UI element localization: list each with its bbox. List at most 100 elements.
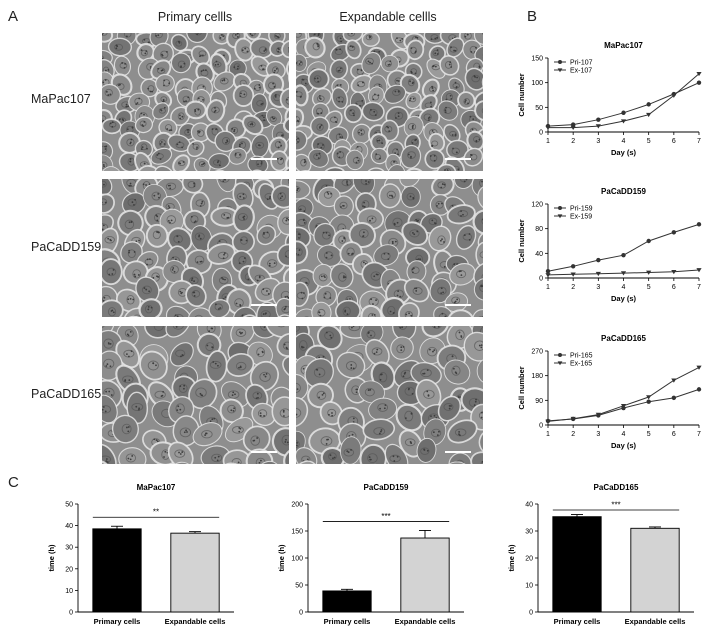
nucleolus [399,295,402,298]
cell [102,179,113,196]
nucleolus [257,396,259,399]
cell [334,299,361,317]
nucleolus [238,426,241,429]
nucleolus [260,161,263,163]
data-point [671,270,677,275]
y-tick-label: 80 [535,226,543,233]
data-point [570,264,576,269]
data-point [646,102,651,107]
micrograph-pacadd165-primary [102,326,289,464]
nucleolus [284,305,287,308]
nucleolus [263,233,265,235]
nucleolus [427,119,430,122]
nucleolus [377,94,380,97]
cell-nucleus [219,179,230,183]
cell-nucleus [211,106,220,114]
nucleolus [157,67,160,70]
nucleolus [180,355,182,358]
nucleolus [262,313,265,315]
nucleolus [253,87,256,90]
nucleolus [140,49,143,52]
nucleolus [370,108,372,111]
chart-title: PaCaDD165 [594,483,639,492]
cell-nucleus [231,458,242,464]
nucleolus [410,314,413,317]
cell-nucleus [239,236,249,245]
cell-nucleus [272,66,279,74]
nucleolus [415,287,418,290]
data-point [621,252,626,258]
nucleolus [444,315,447,317]
line-chart-pacadd165: PaCaDD165 0 90 180 270 1 2 3 4 5 6 7 Day (s) Cell num… [517,334,702,450]
cell [216,179,236,193]
nucleolus [123,66,126,69]
cell [102,193,115,214]
nucleolus [109,93,112,96]
nucleolus [167,205,170,207]
nucleolus [325,331,328,334]
cell-nucleus [328,452,337,461]
nucleolus [369,458,372,461]
cell-nucleus [298,340,308,351]
data-point [671,93,677,98]
cell-nucleus [235,361,247,371]
nucleolus [127,457,130,460]
cell-nucleus [192,143,200,150]
micrograph-mapac107-primary [102,33,289,171]
nucleolus [389,60,392,63]
nucleolus [152,362,155,365]
nucleolus [260,64,263,67]
nucleolus [356,145,359,148]
nucleolus [201,200,204,203]
nucleolus [260,162,263,165]
nucleolus [245,239,248,242]
cell [304,358,334,388]
cell-nucleus [197,129,205,137]
nucleolus [296,388,299,391]
line-chart-mapac107: MaPac107 0 50 100 150 1 2 3 4 5 6 7 Day (s) Cell numb… [517,41,702,157]
cell [304,36,326,59]
nucleolus [433,222,436,224]
nucleolus [376,273,379,276]
nucleolus [211,346,214,349]
data-point [646,399,651,404]
nucleolus [411,268,414,271]
nucleolus [338,133,341,136]
cell-nucleus [392,89,401,96]
nucleolus [105,145,108,148]
bar [322,590,372,613]
nucleolus [367,181,370,183]
nucleolus [286,295,289,298]
nucleolus [210,327,213,330]
nucleolus [163,84,165,87]
nucleolus [109,365,112,368]
nucleolus [394,90,397,93]
cell-nucleus [237,213,248,221]
nucleolus [318,95,321,97]
nucleolus [106,363,109,366]
nucleolus [222,278,225,281]
nucleolus [232,409,235,412]
nucleolus [407,153,410,156]
cell [232,84,255,107]
micrograph-pacadd159-expandable [296,179,483,317]
cell [307,68,330,90]
x-tick-label: 4 [622,284,626,291]
nucleolus [416,220,419,223]
cell-nucleus [455,329,465,341]
nucleolus [163,143,166,145]
nucleolus [259,414,262,417]
nucleolus [329,454,332,457]
nucleolus [355,161,358,164]
cell-nucleus [312,42,321,51]
nucleolus [161,54,164,57]
nucleolus [186,431,188,433]
cell [102,443,117,464]
nucleolus [269,195,271,198]
nucleolus [109,343,112,345]
nucleolus [225,141,227,144]
nucleolus [346,183,349,186]
cell-nucleus [260,326,270,331]
nucleolus [408,312,410,315]
x-tick-label: Expandable cells [625,617,686,626]
